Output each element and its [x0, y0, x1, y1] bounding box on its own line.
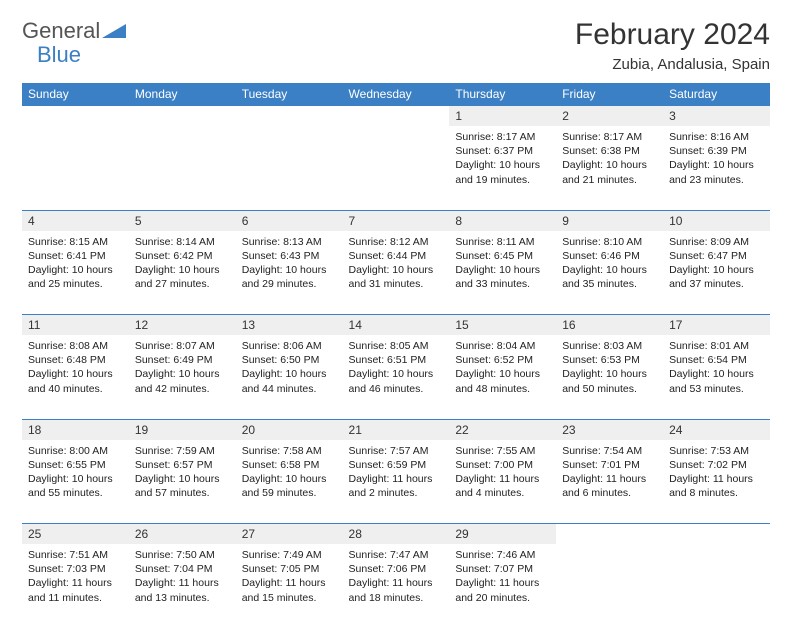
- logo: General: [22, 18, 128, 44]
- day-number: 9: [556, 210, 663, 231]
- day-detail: Sunrise: 8:10 AMSunset: 6:46 PMDaylight:…: [556, 231, 663, 315]
- header: General February 2024 Zubia, Andalusia, …: [22, 18, 770, 73]
- calendar-table: Sunday Monday Tuesday Wednesday Thursday…: [22, 83, 770, 628]
- day-detail: Sunrise: 8:17 AMSunset: 6:38 PMDaylight:…: [556, 126, 663, 210]
- day-number: 14: [343, 315, 450, 336]
- detail-row: Sunrise: 8:08 AMSunset: 6:48 PMDaylight:…: [22, 335, 770, 419]
- day-number: 10: [663, 210, 770, 231]
- col-sunday: Sunday: [22, 83, 129, 106]
- day-number: 19: [129, 419, 236, 440]
- day-number: 18: [22, 419, 129, 440]
- col-monday: Monday: [129, 83, 236, 106]
- day-number: 8: [449, 210, 556, 231]
- day-detail: [22, 126, 129, 210]
- day-detail: Sunrise: 7:59 AMSunset: 6:57 PMDaylight:…: [129, 440, 236, 524]
- day-detail: Sunrise: 8:12 AMSunset: 6:44 PMDaylight:…: [343, 231, 450, 315]
- day-number: 1: [449, 106, 556, 127]
- day-number: 15: [449, 315, 556, 336]
- day-number: 20: [236, 419, 343, 440]
- day-detail: Sunrise: 7:57 AMSunset: 6:59 PMDaylight:…: [343, 440, 450, 524]
- day-number: 7: [343, 210, 450, 231]
- day-detail: Sunrise: 7:51 AMSunset: 7:03 PMDaylight:…: [22, 544, 129, 628]
- day-number: 24: [663, 419, 770, 440]
- daynum-row: 2526272829: [22, 524, 770, 545]
- day-number: 27: [236, 524, 343, 545]
- day-number: [236, 106, 343, 127]
- daynum-row: 45678910: [22, 210, 770, 231]
- day-number: 28: [343, 524, 450, 545]
- daynum-row: 11121314151617: [22, 315, 770, 336]
- logo-triangle-icon: [102, 20, 126, 43]
- day-detail: Sunrise: 8:00 AMSunset: 6:55 PMDaylight:…: [22, 440, 129, 524]
- day-detail: Sunrise: 8:05 AMSunset: 6:51 PMDaylight:…: [343, 335, 450, 419]
- day-number: 4: [22, 210, 129, 231]
- day-detail: Sunrise: 8:15 AMSunset: 6:41 PMDaylight:…: [22, 231, 129, 315]
- detail-row: Sunrise: 8:15 AMSunset: 6:41 PMDaylight:…: [22, 231, 770, 315]
- day-detail: Sunrise: 8:09 AMSunset: 6:47 PMDaylight:…: [663, 231, 770, 315]
- detail-row: Sunrise: 7:51 AMSunset: 7:03 PMDaylight:…: [22, 544, 770, 628]
- day-detail: Sunrise: 8:13 AMSunset: 6:43 PMDaylight:…: [236, 231, 343, 315]
- day-number: 3: [663, 106, 770, 127]
- day-detail: Sunrise: 8:01 AMSunset: 6:54 PMDaylight:…: [663, 335, 770, 419]
- day-detail: [663, 544, 770, 628]
- col-saturday: Saturday: [663, 83, 770, 106]
- day-detail: Sunrise: 7:50 AMSunset: 7:04 PMDaylight:…: [129, 544, 236, 628]
- day-detail: Sunrise: 8:06 AMSunset: 6:50 PMDaylight:…: [236, 335, 343, 419]
- day-detail: Sunrise: 7:53 AMSunset: 7:02 PMDaylight:…: [663, 440, 770, 524]
- title-block: February 2024 Zubia, Andalusia, Spain: [575, 18, 770, 73]
- weekday-header-row: Sunday Monday Tuesday Wednesday Thursday…: [22, 83, 770, 106]
- day-detail: [343, 126, 450, 210]
- day-detail: Sunrise: 8:04 AMSunset: 6:52 PMDaylight:…: [449, 335, 556, 419]
- day-number: 12: [129, 315, 236, 336]
- day-number: 17: [663, 315, 770, 336]
- day-number: 13: [236, 315, 343, 336]
- day-number: 2: [556, 106, 663, 127]
- day-detail: Sunrise: 8:14 AMSunset: 6:42 PMDaylight:…: [129, 231, 236, 315]
- day-number: [343, 106, 450, 127]
- day-detail: Sunrise: 8:17 AMSunset: 6:37 PMDaylight:…: [449, 126, 556, 210]
- day-number: 26: [129, 524, 236, 545]
- day-detail: Sunrise: 8:11 AMSunset: 6:45 PMDaylight:…: [449, 231, 556, 315]
- day-number: 25: [22, 524, 129, 545]
- day-number: 16: [556, 315, 663, 336]
- day-detail: Sunrise: 8:03 AMSunset: 6:53 PMDaylight:…: [556, 335, 663, 419]
- daynum-row: 123: [22, 106, 770, 127]
- detail-row: Sunrise: 8:00 AMSunset: 6:55 PMDaylight:…: [22, 440, 770, 524]
- day-detail: Sunrise: 7:58 AMSunset: 6:58 PMDaylight:…: [236, 440, 343, 524]
- day-number: 29: [449, 524, 556, 545]
- day-number: [22, 106, 129, 127]
- day-detail: Sunrise: 8:07 AMSunset: 6:49 PMDaylight:…: [129, 335, 236, 419]
- day-detail: [556, 544, 663, 628]
- daynum-row: 18192021222324: [22, 419, 770, 440]
- day-detail: Sunrise: 7:49 AMSunset: 7:05 PMDaylight:…: [236, 544, 343, 628]
- day-detail: Sunrise: 8:08 AMSunset: 6:48 PMDaylight:…: [22, 335, 129, 419]
- day-detail: Sunrise: 7:46 AMSunset: 7:07 PMDaylight:…: [449, 544, 556, 628]
- day-number: [663, 524, 770, 545]
- col-friday: Friday: [556, 83, 663, 106]
- day-detail: Sunrise: 7:47 AMSunset: 7:06 PMDaylight:…: [343, 544, 450, 628]
- day-detail: [236, 126, 343, 210]
- day-detail: [129, 126, 236, 210]
- day-detail: Sunrise: 7:55 AMSunset: 7:00 PMDaylight:…: [449, 440, 556, 524]
- day-number: 11: [22, 315, 129, 336]
- location-text: Zubia, Andalusia, Spain: [575, 56, 770, 73]
- logo-text-2: Blue: [37, 42, 81, 68]
- day-number: 22: [449, 419, 556, 440]
- month-title: February 2024: [575, 18, 770, 52]
- col-tuesday: Tuesday: [236, 83, 343, 106]
- detail-row: Sunrise: 8:17 AMSunset: 6:37 PMDaylight:…: [22, 126, 770, 210]
- day-number: [129, 106, 236, 127]
- day-number: 23: [556, 419, 663, 440]
- day-number: 5: [129, 210, 236, 231]
- day-detail: Sunrise: 7:54 AMSunset: 7:01 PMDaylight:…: [556, 440, 663, 524]
- logo-text-1: General: [22, 18, 100, 44]
- col-wednesday: Wednesday: [343, 83, 450, 106]
- day-detail: Sunrise: 8:16 AMSunset: 6:39 PMDaylight:…: [663, 126, 770, 210]
- col-thursday: Thursday: [449, 83, 556, 106]
- day-number: [556, 524, 663, 545]
- day-number: 21: [343, 419, 450, 440]
- day-number: 6: [236, 210, 343, 231]
